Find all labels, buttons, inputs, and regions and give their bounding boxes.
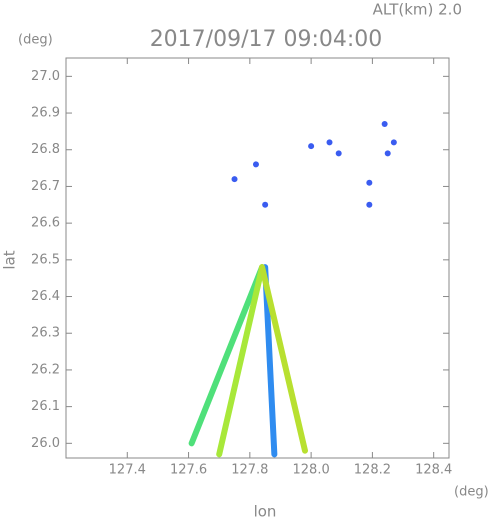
echo-point: [390, 139, 397, 146]
y-tick-label: 26.3: [31, 326, 60, 341]
plot-frame: [65, 57, 450, 459]
x-tick-label: 127.8: [231, 463, 268, 478]
y-tick-label: 27.0: [31, 69, 60, 84]
echo-point: [252, 161, 259, 168]
beam-echo: [216, 264, 266, 458]
echo-point: [308, 143, 315, 150]
echo-point: [262, 201, 269, 208]
echo-point: [335, 150, 342, 157]
x-tick-label: 128.0: [293, 463, 330, 478]
beam-echo: [259, 264, 308, 454]
y-tick-label: 26.7: [31, 179, 60, 194]
x-unit: (deg): [454, 485, 489, 500]
echo-point: [381, 121, 388, 128]
subtitle: ALT(km) 2.0: [373, 1, 462, 19]
y-tick-label: 26.2: [31, 362, 60, 377]
echo-point: [384, 150, 391, 157]
y-tick-label: 26.0: [31, 436, 60, 451]
x-tick-label: 127.6: [170, 463, 207, 478]
x-tick-label: 128.2: [354, 463, 391, 478]
x-axis-label: lon: [254, 503, 277, 521]
echo-point: [326, 139, 333, 146]
y-unit: (deg): [18, 33, 53, 48]
x-tick-label: 127.4: [109, 463, 146, 478]
chart-title: 2017/09/17 09:04:00: [150, 27, 383, 52]
x-tick-label: 128.4: [415, 463, 452, 478]
y-axis-label: lat: [1, 250, 19, 269]
echo-point: [366, 201, 373, 208]
beam-echo: [188, 264, 266, 447]
y-tick-label: 26.6: [31, 216, 60, 231]
y-tick-label: 26.8: [31, 142, 60, 157]
y-tick-label: 26.9: [31, 106, 60, 121]
y-tick-label: 26.1: [31, 399, 60, 414]
echo-point: [231, 176, 238, 183]
echo-point: [366, 179, 373, 186]
y-tick-label: 26.4: [31, 289, 60, 304]
y-tick-label: 26.5: [31, 252, 60, 267]
